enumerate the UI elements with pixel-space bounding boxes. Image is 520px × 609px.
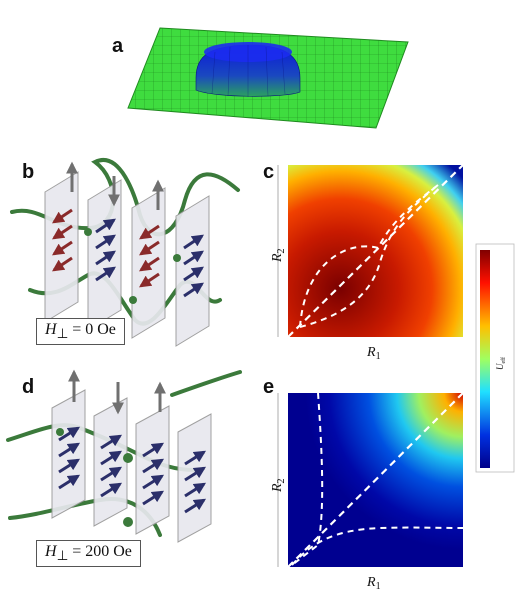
field-symbol: H [45, 321, 57, 338]
panel-c-letter: c [263, 161, 274, 183]
panel-e-diagonal-path [287, 392, 464, 568]
colorbar-label: Ueff [495, 357, 507, 370]
panel-c-xlabel: R1 [366, 345, 381, 362]
panel-c-diagonal-path [287, 164, 464, 338]
colorbar: Ueff [475, 243, 515, 473]
panel-d-spin-chain [6, 369, 242, 543]
panel-e-heatmap [277, 392, 464, 568]
panel-d-letter: d [22, 376, 34, 398]
field-value: = 0 Oe [68, 321, 116, 338]
field-symbol: H [45, 543, 57, 560]
panel-a-letter: a [112, 35, 124, 57]
panel-e-ylabel: R2 [270, 478, 287, 493]
panel-c-heatmap [277, 164, 464, 338]
panel-d-field-label: H⊥ = 200 Oe [36, 540, 141, 568]
panel-c-upper-path [299, 184, 439, 328]
panel-c-ylabel: R2 [270, 248, 287, 263]
panel-e-letter: e [263, 376, 274, 398]
panel-b-field-label: H⊥ = 0 Oe [36, 318, 125, 346]
field-subscript: ⊥ [56, 548, 69, 564]
panel-b-spin-chain [10, 158, 240, 347]
field-subscript: ⊥ [56, 326, 69, 342]
panel-e-horizontal-path [291, 526, 464, 566]
panel-e-vertical-path [291, 392, 324, 566]
panel-a-surface [127, 27, 409, 129]
panel-b-letter: b [22, 161, 34, 183]
panel-e-xlabel: R1 [366, 575, 381, 592]
field-value: = 200 Oe [68, 543, 132, 560]
